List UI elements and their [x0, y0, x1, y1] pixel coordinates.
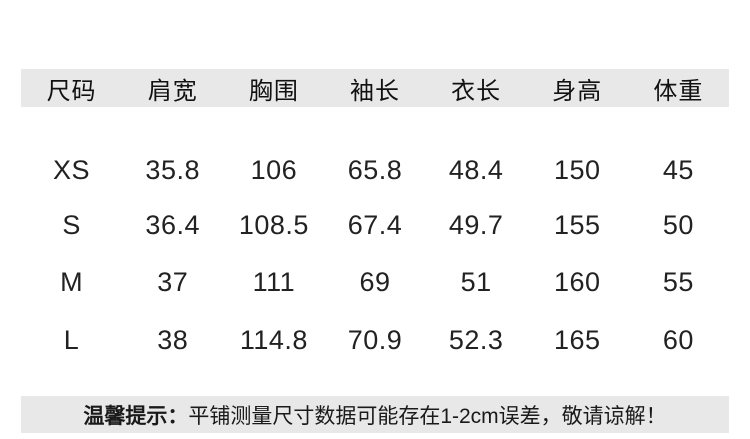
cell-size: L — [63, 324, 80, 355]
header-height: 身高 — [552, 77, 603, 105]
cell-bust: 108.5 — [238, 209, 309, 240]
table-row-xs: XS 35.8 106 65.8 48.4 150 45 — [21, 150, 729, 190]
cell-garment-length: 52.3 — [448, 324, 504, 355]
notice-bar: 温馨提示： 平铺测量尺寸数据可能存在1-2cm误差，敬请谅解！ — [21, 396, 729, 433]
cell-bust: 111 — [252, 266, 296, 297]
cell-weight: 45 — [662, 154, 694, 185]
table-row-m: M 37 111 69 51 160 55 — [21, 262, 729, 302]
cell-sleeve-length: 69 — [359, 266, 391, 297]
header-sleeve-length: 袖长 — [349, 77, 400, 105]
cell-sleeve-length: 67.4 — [347, 209, 403, 240]
cell-height: 160 — [553, 266, 601, 297]
header-bust: 胸围 — [248, 77, 299, 105]
cell-shoulder-width: 36.4 — [145, 209, 200, 240]
cell-bust: 114.8 — [239, 324, 308, 355]
header-garment-length: 衣长 — [451, 77, 502, 105]
cell-weight: 60 — [662, 324, 694, 355]
notice-label: 温馨提示： — [83, 404, 189, 428]
cell-weight: 55 — [662, 266, 694, 297]
cell-height: 165 — [553, 324, 601, 355]
header-size: 尺码 — [46, 77, 97, 105]
cell-size: M — [60, 266, 84, 297]
cell-shoulder-width: 37 — [157, 266, 189, 297]
cell-size: S — [62, 209, 81, 240]
table-row-l: L 38 114.8 70.9 52.3 165 60 — [21, 320, 729, 360]
cell-sleeve-length: 70.9 — [347, 324, 403, 355]
table-row-s: S 36.4 108.5 67.4 49.7 155 50 — [21, 205, 729, 245]
header-shoulder-width: 肩宽 — [147, 77, 198, 105]
notice-text: 平铺测量尺寸数据可能存在1-2cm误差，敬请谅解！ — [188, 404, 667, 428]
cell-sleeve-length: 65.8 — [347, 154, 403, 185]
cell-shoulder-width: 38 — [157, 324, 189, 355]
cell-garment-length: 51 — [460, 266, 492, 297]
cell-weight: 50 — [662, 209, 694, 240]
header-weight: 体重 — [653, 77, 704, 105]
cell-size: XS — [53, 154, 91, 185]
cell-shoulder-width: 35.8 — [145, 154, 200, 185]
cell-garment-length: 48.4 — [448, 154, 504, 185]
cell-garment-length: 49.7 — [448, 209, 504, 240]
table-header-row: 尺码 肩宽 胸围 袖长 衣长 身高 体重 — [21, 69, 729, 107]
cell-height: 155 — [553, 209, 601, 240]
cell-height: 150 — [553, 154, 601, 185]
cell-bust: 106 — [250, 154, 298, 185]
